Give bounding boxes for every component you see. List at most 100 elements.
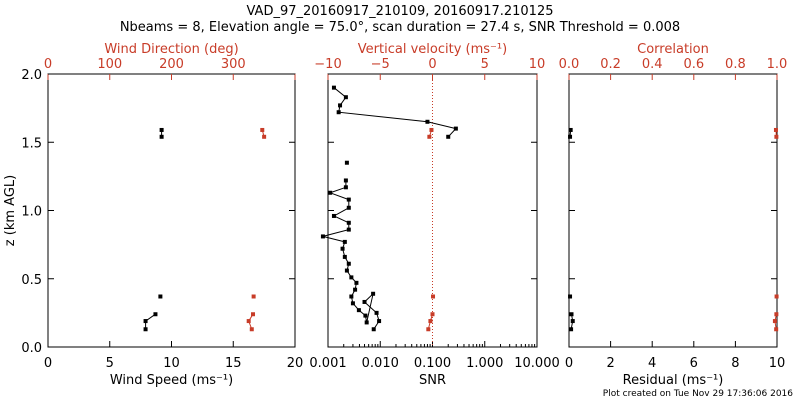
- top-tick-label: −5: [371, 57, 390, 72]
- data-point: [260, 127, 265, 132]
- x-tick-label: 0: [44, 356, 52, 371]
- x-axis-label: SNR: [419, 373, 446, 388]
- data-point: [363, 313, 368, 318]
- data-point: [430, 312, 435, 317]
- x-tick-label: 20: [287, 356, 304, 371]
- data-point: [569, 312, 574, 317]
- top-axis-label: Correlation: [637, 42, 709, 57]
- top-axis-label: Vertical velocity (ms⁻¹): [358, 42, 507, 57]
- data-point: [774, 294, 779, 299]
- data-point: [453, 126, 458, 131]
- data-point: [344, 160, 349, 165]
- x-tick-label: 15: [225, 356, 242, 371]
- x-tick-label: 10: [769, 356, 786, 371]
- data-point: [143, 319, 148, 324]
- y-tick-label: 0.0: [21, 341, 42, 356]
- top-tick-label: 100: [97, 57, 122, 72]
- x-tick-label: 5: [106, 356, 114, 371]
- data-point: [346, 197, 351, 202]
- panel-3: 0 2 4 6 8 10 Residual (ms⁻¹) 0.0 0.2 0.4 0.6 0.8 1.0…: [559, 42, 788, 388]
- data-point: [342, 239, 347, 244]
- data-point: [427, 134, 432, 139]
- data-point: [338, 103, 343, 108]
- x-tick-label: 0.010: [362, 356, 399, 371]
- plot-frame: [327, 73, 538, 348]
- top-axis-label: Wind Direction (deg): [104, 42, 238, 57]
- data-point: [246, 319, 251, 324]
- x-axis-label: Residual (ms⁻¹): [623, 373, 724, 388]
- data-point: [364, 320, 369, 325]
- top-tick-label: −10: [314, 57, 341, 72]
- data-point: [349, 275, 354, 280]
- chart-title: VAD_97_20160917_210109, 20160917.210125: [247, 4, 554, 19]
- data-point: [346, 205, 351, 210]
- data-point: [377, 319, 382, 324]
- data-point: [371, 327, 376, 332]
- data-point: [153, 312, 158, 317]
- chart-subtitle: Nbeams = 8, Elevation angle = 75.0°, sca…: [120, 20, 680, 35]
- data-point: [349, 294, 354, 299]
- x-tick-label: 0: [565, 356, 573, 371]
- top-tick-label: 1.0: [767, 57, 788, 72]
- data-point: [773, 127, 778, 132]
- data-point: [353, 287, 358, 292]
- data-point: [251, 312, 256, 317]
- top-tick-label: 0.4: [642, 57, 663, 72]
- x-tick-label: 8: [731, 356, 739, 371]
- x-tick-label: 0.100: [414, 356, 451, 371]
- top-tick-label: 0.8: [725, 57, 746, 72]
- data-point: [249, 327, 254, 332]
- top-tick-label: 0: [44, 57, 52, 72]
- data-point: [159, 134, 164, 139]
- top-tick-label: 0.6: [683, 57, 704, 72]
- panel-2: 0.001 0.010 0.100 1.000 10.000 SNR −10 −5 0 5 10 Ve…: [309, 42, 559, 388]
- data-point: [336, 110, 341, 115]
- data-point: [342, 254, 347, 259]
- data-point: [428, 319, 433, 324]
- data-point: [346, 227, 351, 232]
- data-point: [340, 246, 345, 251]
- data-point: [356, 308, 361, 313]
- plot-created-stamp: Plot created on Tue Nov 29 17:36:06 2016: [603, 389, 793, 399]
- top-tick-label: 10: [529, 57, 546, 72]
- data-point: [320, 234, 325, 239]
- x-tick-label: 10: [163, 356, 180, 371]
- data-point: [331, 85, 336, 90]
- data-point: [569, 327, 574, 332]
- data-point: [774, 312, 779, 317]
- top-tick-label: 0: [428, 57, 436, 72]
- series-line: [322, 180, 380, 330]
- data-point: [570, 319, 575, 324]
- data-point: [158, 294, 163, 299]
- top-tick-label: 0.2: [600, 57, 621, 72]
- top-tick-label: 200: [159, 57, 184, 72]
- data-point: [374, 310, 379, 315]
- data-point: [251, 294, 256, 299]
- y-tick-label: 2.0: [21, 68, 42, 83]
- x-tick-label: 1.000: [466, 356, 503, 371]
- data-point: [426, 327, 431, 332]
- plot-frame: [47, 73, 296, 348]
- data-point: [331, 213, 336, 218]
- data-point: [568, 127, 573, 132]
- data-point: [143, 327, 148, 332]
- panel-1: 0 5 10 15 20 Wind Speed (ms⁻¹) 0 100 200 300Wind …: [3, 42, 303, 388]
- y-axis-label: z (km AGL): [3, 175, 18, 246]
- data-point: [354, 280, 359, 285]
- x-tick-label: 4: [648, 356, 656, 371]
- data-point: [425, 119, 430, 124]
- top-tick-label: 5: [481, 57, 489, 72]
- data-point: [772, 319, 777, 324]
- data-point: [343, 178, 348, 183]
- data-point: [774, 327, 779, 332]
- data-point: [346, 220, 351, 225]
- data-point: [568, 294, 573, 299]
- x-tick-label: 2: [606, 356, 614, 371]
- data-point: [159, 127, 164, 132]
- x-axis-label: Wind Speed (ms⁻¹): [110, 373, 233, 388]
- data-point: [344, 268, 349, 273]
- data-point: [346, 261, 351, 266]
- data-point: [328, 190, 333, 195]
- y-tick-label: 1.5: [21, 136, 42, 151]
